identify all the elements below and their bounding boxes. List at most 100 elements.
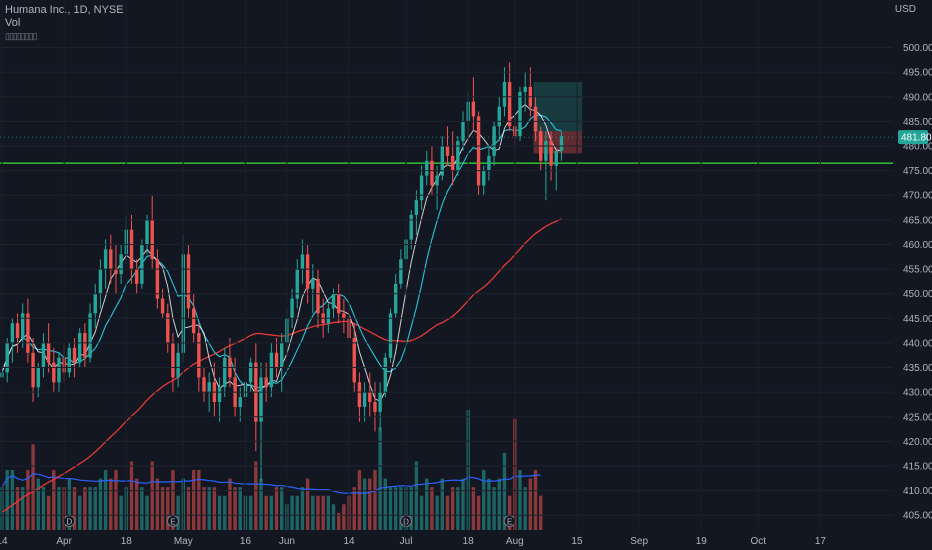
volume-bar (176, 495, 180, 530)
volume-value: ▯▯▯▯▯▯▯▯ (5, 31, 38, 41)
price-badge (898, 130, 928, 145)
candle-body (176, 352, 180, 378)
candle-body (502, 82, 507, 107)
candle-body (362, 392, 367, 407)
volume-bar (342, 504, 346, 530)
volume-bar (487, 478, 491, 530)
price-tick-label: 475.00 (903, 166, 932, 177)
candle-body (497, 106, 501, 127)
volume-bar (238, 487, 242, 530)
volume-bar (150, 461, 154, 530)
volume-bar (114, 470, 118, 530)
volume-bar (362, 478, 367, 530)
volume-bar (295, 495, 299, 530)
time-tick-label: 14 (0, 536, 8, 547)
price-tick-label: 465.00 (903, 215, 932, 226)
time-tick-label: Jul (400, 536, 413, 547)
candle-body (114, 269, 118, 274)
price-axis: 405.00 410.00 415.00 420.00 425.00 430.00 435.… (0, 43, 932, 522)
volume-bar (103, 470, 108, 530)
volume-bar (93, 487, 97, 530)
time-tick-label: Apr (56, 536, 72, 547)
volume-bar (160, 487, 165, 530)
candle-body (52, 362, 56, 383)
candle-body (36, 367, 40, 388)
volume-bar (456, 487, 460, 530)
volume-bar (264, 495, 268, 530)
volume-bar (383, 478, 388, 530)
candle-body (316, 278, 320, 314)
volume-bar (274, 487, 279, 530)
volume-bar (207, 487, 211, 530)
volume-bars (0, 410, 543, 530)
volume-bar (533, 470, 538, 530)
time-axis: 14 Apr 18 May 16 Jun 14 Jul 18 Aug 15 Sep 19 Oct 17 (0, 536, 827, 547)
volume-bar (316, 495, 320, 530)
time-tick-label: 16 (240, 536, 252, 547)
candle-body (166, 313, 170, 343)
time-tick-label: Jun (279, 536, 295, 547)
candle-body (471, 101, 476, 117)
candle-body (10, 323, 15, 343)
volume-bar (497, 478, 501, 530)
candle-body (388, 313, 393, 358)
price-tick-label: 490.00 (903, 92, 932, 103)
candle-body (15, 323, 20, 338)
volume-bar (326, 495, 331, 530)
volume-bar (254, 461, 258, 530)
candle-body (21, 313, 25, 338)
time-tick-label: 18 (121, 536, 133, 547)
candle-body (523, 86, 527, 92)
candle-body (93, 293, 97, 314)
volume-bar (21, 487, 25, 530)
candle-body (414, 200, 419, 215)
price-badge-text: 481.80 (901, 133, 932, 144)
volume-bar (134, 478, 139, 530)
volume-bar (171, 470, 175, 530)
volume-bar (31, 444, 35, 530)
volume-bar (145, 495, 149, 530)
volume-bar (129, 461, 134, 530)
volume-bar (36, 478, 40, 530)
time-tick-label: Aug (506, 536, 524, 547)
volume-bar (10, 470, 15, 530)
volume-bar (425, 478, 429, 530)
candle-body (57, 357, 61, 383)
volume-bar (368, 478, 372, 530)
volume-bar (482, 470, 486, 530)
price-tick-label: 445.00 (903, 314, 932, 325)
candle-body (461, 121, 465, 142)
volume-bar (72, 487, 77, 530)
candle-body (145, 219, 149, 245)
candle-body (492, 126, 496, 156)
time-tick-label: Oct (750, 536, 766, 547)
candle-body (352, 338, 356, 383)
candle-body (72, 347, 77, 363)
candle-body (264, 377, 268, 388)
volume-bar (78, 495, 82, 530)
price-tick-label: 470.00 (903, 191, 932, 202)
volume-bar (492, 487, 496, 530)
event-marker-label: D (66, 518, 72, 527)
volume-bar (528, 478, 533, 530)
candle-body (476, 116, 481, 186)
volume-bar (57, 487, 61, 530)
candle-body (357, 382, 362, 407)
volume-bar (212, 487, 217, 530)
volume-bar (98, 478, 103, 530)
volume-bar (290, 495, 294, 530)
volume-bar (46, 495, 51, 530)
price-tick-label: 430.00 (903, 388, 932, 399)
volume-bar (539, 495, 543, 530)
candle-body (399, 259, 403, 284)
candle-body (119, 254, 123, 274)
volume-bar (461, 478, 465, 530)
volume-bar (393, 487, 398, 530)
candle-body (269, 352, 274, 388)
volume-bar (248, 495, 253, 530)
volume-bar (259, 478, 263, 530)
volume-bar (191, 470, 196, 530)
candles (0, 62, 564, 481)
candle-body (337, 293, 341, 314)
